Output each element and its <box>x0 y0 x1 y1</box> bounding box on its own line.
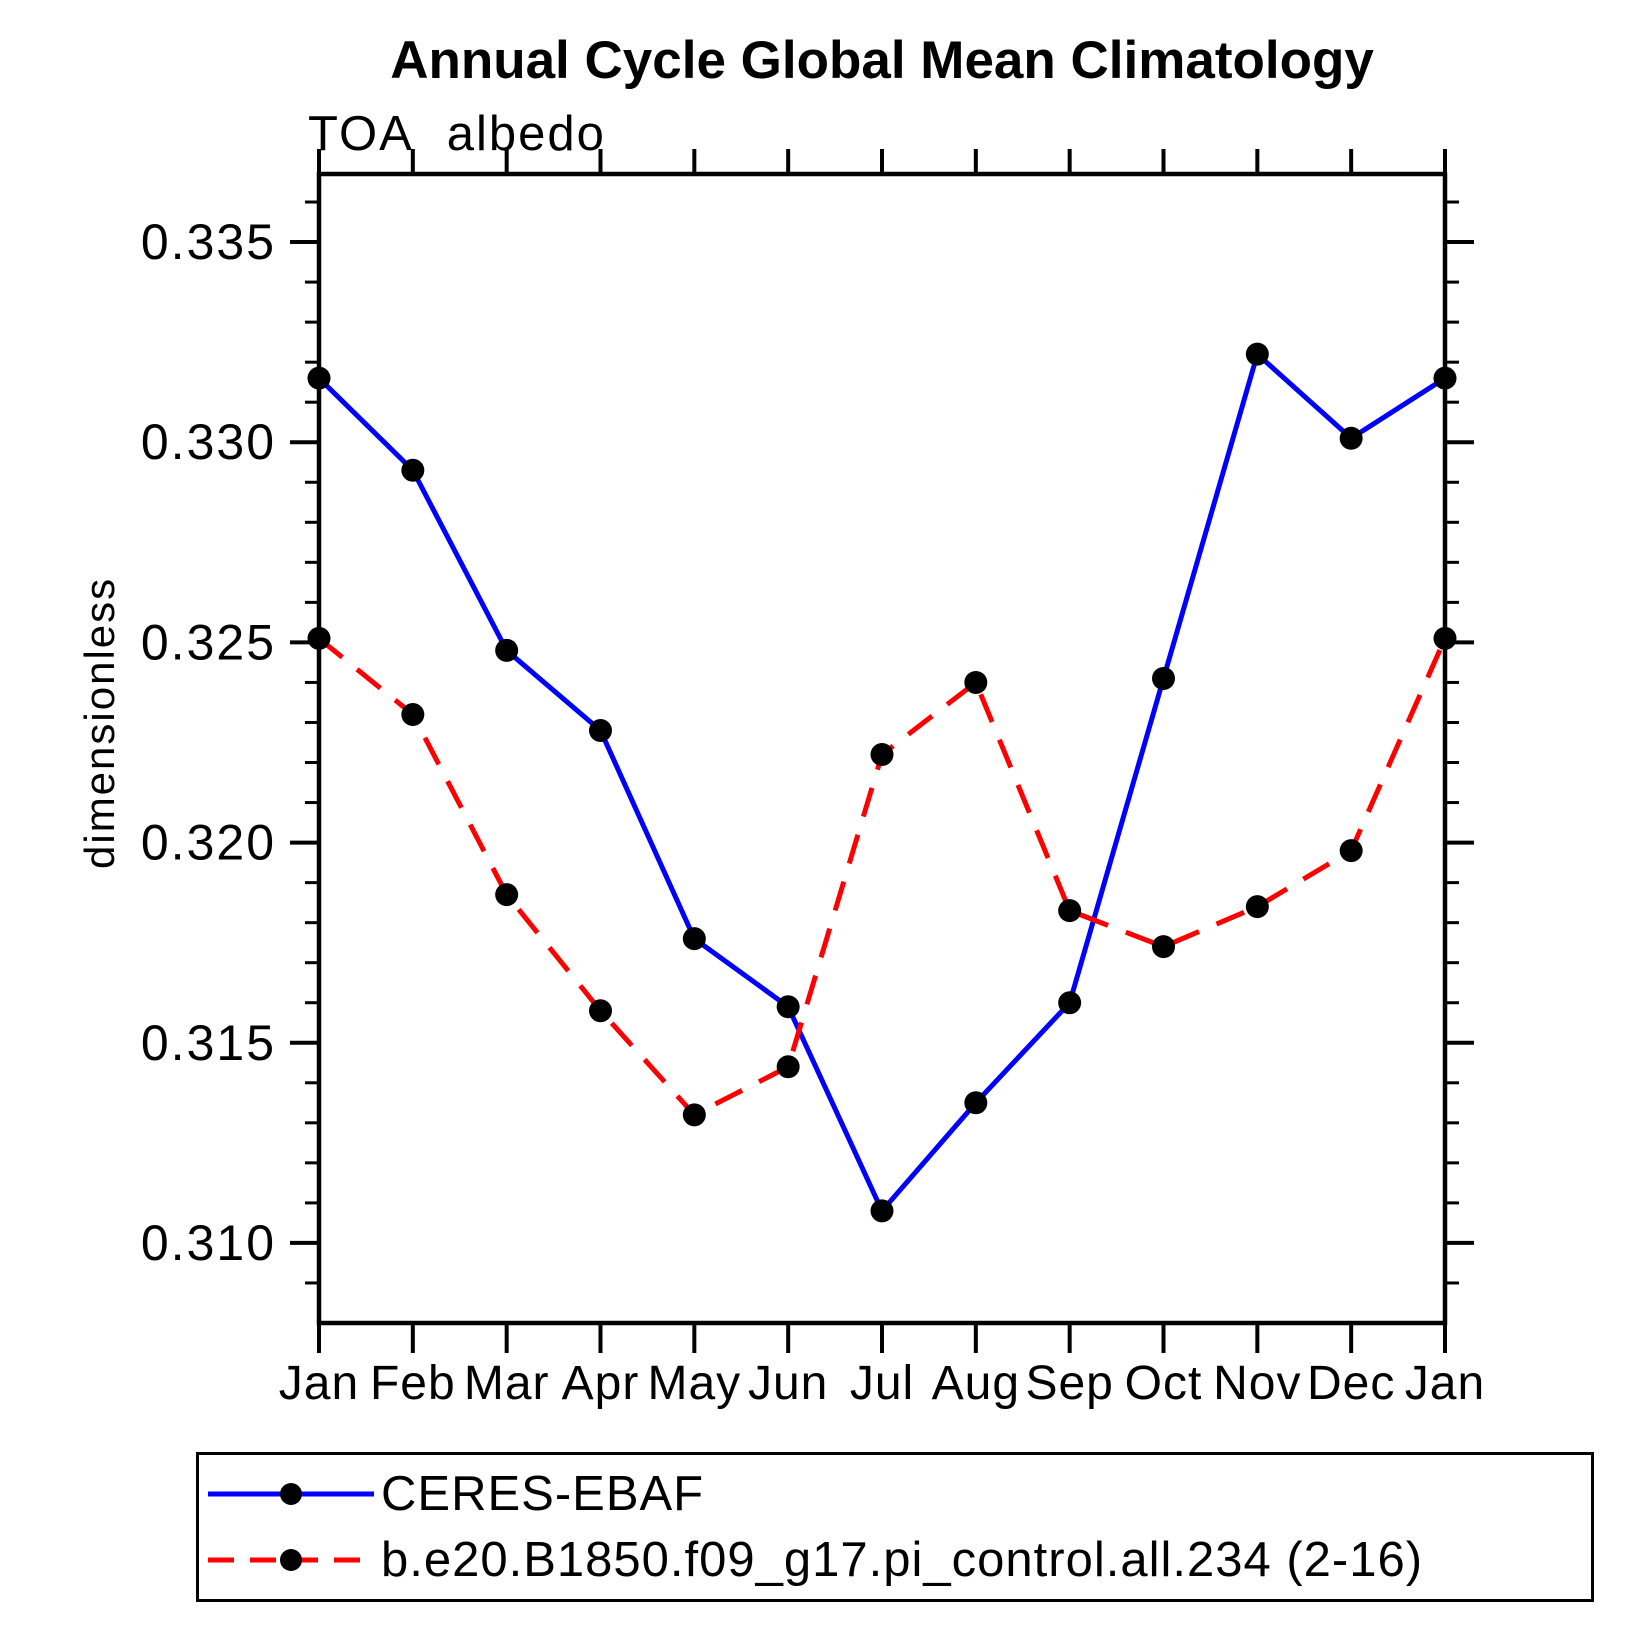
data-point-marker-series-0 <box>964 1091 988 1115</box>
data-point-marker-series-1 <box>1058 899 1082 923</box>
series-line-1 <box>317 636 1448 1118</box>
data-point-marker-series-1 <box>870 743 894 767</box>
data-point-marker-series-0 <box>870 1199 894 1223</box>
data-point-marker-series-0 <box>1339 426 1363 450</box>
data-point-marker-series-1 <box>1433 626 1457 650</box>
y-axis-tick-label: 0.320 <box>141 815 276 871</box>
data-point-marker-series-0 <box>401 458 425 482</box>
legend-row-model: b.e20.B1850.f09_g17.pi_control.all.234 (… <box>203 1528 1587 1592</box>
data-point-marker-series-1 <box>1152 935 1175 959</box>
x-axis-tick-label: Feb <box>370 1357 456 1410</box>
data-point-marker-series-1 <box>401 702 425 726</box>
data-point-marker-series-1 <box>589 999 612 1023</box>
x-axis-tick-label: Mar <box>464 1357 550 1410</box>
data-point-marker-series-0 <box>682 927 706 951</box>
data-point-marker-series-1 <box>307 626 331 650</box>
x-axis-tick-label: Aug <box>932 1357 1020 1410</box>
x-axis-tick-label: Dec <box>1307 1357 1395 1410</box>
y-axis-tick-label: 0.315 <box>141 1015 276 1071</box>
legend-sample-line-model <box>208 1549 374 1571</box>
x-axis-tick-label: Sep <box>1025 1357 1113 1410</box>
data-point-marker-series-0 <box>1058 991 1082 1015</box>
data-point-marker-series-1 <box>495 883 519 907</box>
legend: CERES-EBAF b.e20.B1850.f09_g17.pi_contro… <box>196 1452 1594 1602</box>
legend-label-ceres: CERES-EBAF <box>381 1467 705 1521</box>
x-axis-tick-label: Jun <box>748 1357 828 1410</box>
y-axis-tick-label: 0.330 <box>141 414 276 470</box>
y-axis-tick-label: 0.310 <box>141 1215 276 1271</box>
y-axis-tick-label: 0.335 <box>141 214 276 270</box>
legend-sample-line-ceres <box>208 1483 374 1505</box>
data-point-marker-series-1 <box>1245 895 1269 919</box>
data-point-marker-series-1 <box>1339 839 1363 863</box>
data-point-marker-series-1 <box>964 670 988 694</box>
data-point-marker-series-0 <box>495 638 519 662</box>
chart-subtitle: TOA albedo <box>308 107 606 161</box>
x-axis-tick-label: Nov <box>1213 1357 1301 1410</box>
legend-label-model: b.e20.B1850.f09_g17.pi_control.all.234 (… <box>381 1533 1424 1587</box>
data-point-marker-series-0 <box>1152 666 1175 690</box>
x-axis-tick-label: Jan <box>1405 1357 1485 1410</box>
x-axis-tick-label: Jan <box>279 1357 359 1410</box>
data-point-marker-series-1 <box>776 1055 800 1079</box>
x-axis-tick-label: May <box>647 1357 741 1410</box>
data-point-marker-series-0 <box>307 366 331 390</box>
x-axis-tick-label: Jul <box>850 1357 914 1410</box>
data-point-marker-series-1 <box>682 1103 706 1127</box>
chart-canvas: Jan Feb Mar Apr May Jun Jul Aug Sep Oct Nov Dec Jan0… <box>141 149 1485 1410</box>
chart-title: Annual Cycle Global Mean Climatology <box>390 31 1374 90</box>
data-point-marker-series-0 <box>776 995 800 1019</box>
data-point-marker-series-0 <box>1245 342 1269 366</box>
legend-row-ceres: CERES-EBAF <box>203 1462 1587 1526</box>
series-line-0 <box>317 351 1447 1214</box>
y-axis-tick-label: 0.325 <box>141 614 276 670</box>
x-axis-tick-label: Oct <box>1125 1357 1203 1410</box>
data-point-marker-series-0 <box>1433 366 1457 390</box>
x-axis-tick-label: Apr <box>562 1357 640 1410</box>
data-point-marker-series-0 <box>589 718 612 742</box>
